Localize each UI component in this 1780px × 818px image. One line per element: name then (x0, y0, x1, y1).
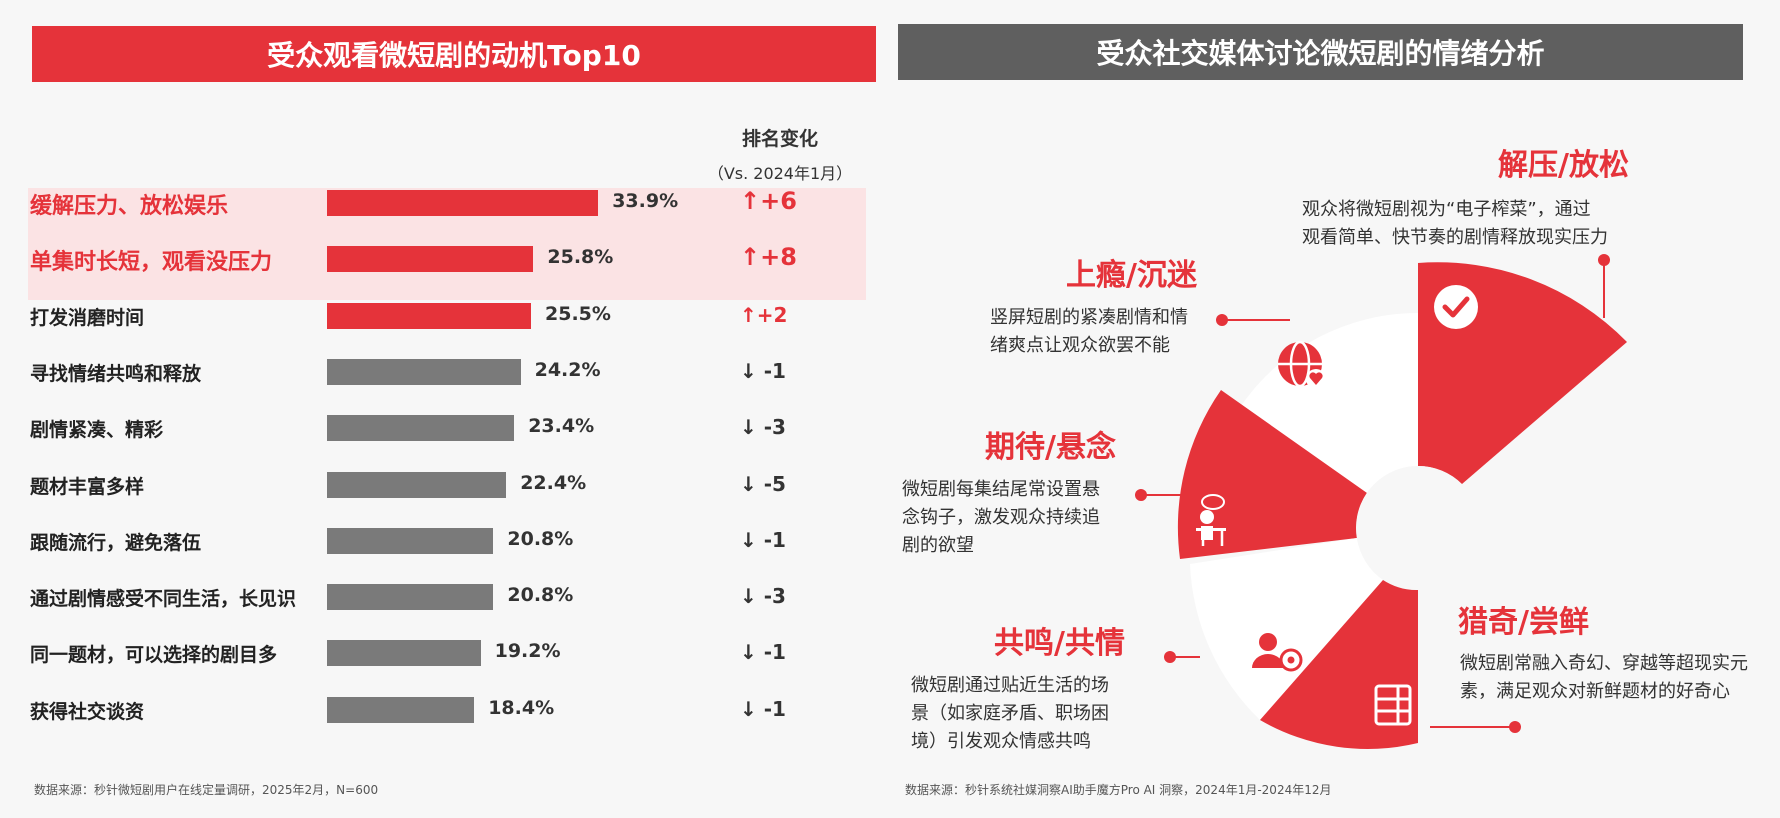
thinking-person-icon (1196, 494, 1226, 546)
bar-value-label: 20.8% (507, 584, 574, 607)
wheel-sector-resonance (1190, 538, 1383, 720)
rank-change-subheader: （Vs. 2024年1月） (707, 164, 853, 183)
bar-value-label: 25.5% (545, 302, 611, 325)
bar-value-label: 33.9% (612, 190, 679, 212)
connector-relax (1598, 254, 1610, 318)
emotion-desc-relax-line2: 观看简单、快节奏的剧情释放现实压力 (1302, 227, 1608, 248)
category-label: 寻找情绪共鸣和释放 (30, 362, 202, 385)
category-label: 缓解压力、放松娱乐 (30, 194, 229, 219)
bar (327, 302, 531, 329)
check-circle-icon (1434, 285, 1478, 329)
bar (327, 527, 494, 554)
category-label: 题材丰富多样 (30, 475, 145, 498)
category-label: 跟随流行，避免落伍 (30, 531, 202, 554)
emotion-desc-resonance-line2: 景（如家庭矛盾、职场困 (911, 703, 1109, 724)
emotion-title-addicted: 上瘾/沉迷 (1066, 258, 1197, 293)
emotion-title-novelty: 猎奇/尝鲜 (1458, 605, 1589, 640)
emotion-desc-expect-line3: 剧的欲望 (902, 535, 974, 556)
emotion-desc-addicted-line2: 绪爽点让观众欲罢不能 (990, 335, 1170, 356)
emotion-desc-addicted: 竖屏短剧的紧凑剧情和情 绪爽点让观众欲罢不能 (990, 304, 1188, 360)
rank-change-value: ↓ -1 (740, 358, 786, 383)
emotion-desc-resonance: 微短剧通过贴近生活的场 景（如家庭矛盾、职场困 境）引发观众情感共鸣 (911, 672, 1109, 756)
rank-change-value: ↑+6 (740, 187, 797, 215)
bar-value-label: 22.4% (520, 471, 587, 494)
emotion-desc-novelty-line1: 微短剧常融入奇幻、穿越等超现实元 (1460, 653, 1748, 674)
category-label: 打发消磨时间 (30, 306, 145, 329)
emotion-desc-expect-line1: 微短剧每集结尾常设置悬 (902, 479, 1100, 500)
bar-value-label: 19.2% (494, 640, 561, 663)
rank-change-value: ↑+2 (740, 302, 788, 327)
rank-change-value: ↓ -1 (740, 527, 786, 552)
connector-addicted (1216, 314, 1290, 326)
left-source-note: 数据来源：秒针微短剧用户在线定量调研，2025年2月，N=600 (34, 783, 379, 797)
emotion-desc-resonance-line3: 境）引发观众情感共鸣 (911, 731, 1091, 752)
wheel-center (1356, 466, 1480, 590)
right-title-banner: 受众社交媒体讨论微短剧的情绪分析 (898, 24, 1743, 80)
rank-change-value: ↓ -3 (740, 415, 786, 440)
right-title: 受众社交媒体讨论微短剧的情绪分析 (1096, 37, 1545, 70)
connector-novelty (1430, 721, 1521, 733)
person-target-icon (1252, 633, 1303, 672)
bar-value-label: 25.8% (547, 246, 614, 269)
rank-change-value: ↓ -3 (740, 584, 786, 609)
emotion-desc-resonance-line1: 微短剧通过贴近生活的场 (911, 675, 1109, 696)
emotion-desc-relax: 观众将微短剧视为“电子榨菜”，通过 观看简单、快节奏的剧情释放现实压力 (1302, 196, 1608, 252)
left-title: 受众观看微短剧的动机Top10 (267, 39, 641, 72)
bar (327, 190, 599, 216)
left-title-banner: 受众观看微短剧的动机Top10 (32, 26, 876, 82)
emotion-desc-novelty: 微短剧常融入奇幻、穿越等超现实元 素，满足观众对新鲜题材的好奇心 (1460, 650, 1748, 706)
bar (327, 696, 475, 723)
category-label: 同一题材，可以选择的剧目多 (30, 644, 278, 667)
rank-change-value: ↓ -5 (740, 471, 786, 496)
bar (327, 584, 494, 611)
emotion-desc-novelty-line2: 素，满足观众对新鲜题材的好奇心 (1460, 681, 1730, 702)
bar (327, 246, 534, 273)
wheel-sector-addicted (1241, 313, 1418, 493)
emotion-title-resonance: 共鸣/共情 (994, 626, 1125, 661)
bar-value-label: 23.4% (528, 415, 595, 438)
emotion-title-relax: 解压/放松 (1498, 148, 1629, 183)
wheel-sector-novelty (1260, 580, 1418, 749)
connector-resonance (1164, 651, 1200, 663)
layout-panel-icon (1374, 684, 1412, 726)
bar-value-label: 24.2% (534, 358, 601, 381)
rank-change-value: ↓ -1 (740, 696, 786, 721)
emotion-desc-relax-line1: 观众将微短剧视为“电子榨菜”，通过 (1302, 199, 1591, 220)
emotion-desc-expect-line2: 念钩子，激发观众持续追 (902, 507, 1100, 528)
emotion-desc-expect: 微短剧每集结尾常设置悬 念钩子，激发观众持续追 剧的欲望 (902, 476, 1100, 560)
emotion-title-expect: 期待/悬念 (985, 430, 1116, 465)
bar (327, 640, 481, 667)
bar (327, 415, 515, 442)
wheel-sector-expect (1177, 390, 1367, 559)
connector-expect (1135, 489, 1200, 501)
category-label: 单集时长短，观看没压力 (30, 250, 273, 276)
category-label: 通过剧情感受不同生活，长见识 (30, 588, 297, 611)
rank-change-value: ↑+8 (740, 243, 797, 272)
bar-value-label: 20.8% (507, 527, 574, 550)
rank-change-header: 排名变化 (741, 128, 818, 150)
bar-value-label: 18.4% (488, 696, 555, 719)
category-label: 获得社交谈资 (30, 700, 145, 723)
emotion-desc-addicted-line1: 竖屏短剧的紧凑剧情和情 (990, 307, 1188, 328)
bar (327, 471, 507, 498)
right-source-note: 数据来源：秒针系统社媒洞察AI助手魔方Pro AI 洞察，2024年1月-202… (905, 783, 1332, 797)
category-label: 剧情紧凑、精彩 (30, 419, 164, 442)
globe-heart-icon (1278, 340, 1326, 389)
bar (327, 358, 521, 385)
rank-change-value: ↓ -1 (740, 640, 786, 665)
